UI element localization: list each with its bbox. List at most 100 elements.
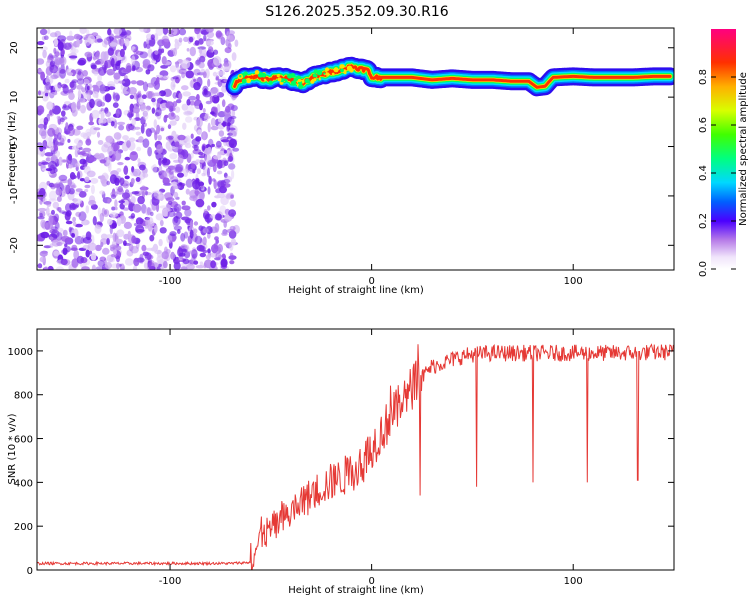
noise-blob: [106, 180, 110, 186]
noise-blob: [97, 140, 104, 145]
noise-blob: [223, 149, 227, 154]
noise-blob: [65, 220, 73, 225]
noise-blob: [45, 168, 53, 172]
figure-title: S126.2025.352.09.30.R16: [265, 4, 448, 20]
noise-blob: [207, 186, 211, 195]
noise-blob: [96, 38, 103, 43]
signal-speckle: [316, 70, 323, 76]
noise-blob: [202, 236, 207, 246]
noise-blob: [40, 71, 45, 81]
noise-blob: [117, 185, 124, 193]
noise-blob: [116, 217, 122, 227]
noise-blob: [144, 216, 150, 221]
noise-blob: [196, 94, 200, 101]
noise-blob: [51, 183, 61, 188]
noise-blob: [177, 172, 184, 178]
noise-blob: [181, 205, 191, 211]
noise-blob: [220, 258, 228, 268]
noise-blob: [95, 51, 100, 60]
noise-blob: [44, 83, 51, 93]
noise-blob: [203, 115, 211, 120]
signal-speckle: [318, 77, 321, 81]
noise-blob: [214, 213, 222, 221]
noise-blob: [109, 174, 117, 185]
noise-blob: [132, 265, 138, 270]
noise-blob: [181, 200, 186, 206]
signal-speckle: [243, 71, 248, 76]
noise-blob: [189, 219, 194, 229]
noise-blob: [181, 248, 188, 253]
noise-blob: [172, 47, 178, 57]
noise-blob: [217, 70, 226, 76]
noise-blob: [208, 175, 212, 185]
noise-blob: [72, 216, 76, 223]
snr-frame: [36, 328, 675, 571]
noise-blob: [123, 167, 128, 174]
noise-blob: [202, 71, 207, 79]
noise-blob: [152, 92, 162, 97]
noise-blob: [172, 84, 176, 88]
noise-blob: [77, 70, 82, 76]
noise-blob: [82, 78, 90, 86]
noise-blob: [62, 84, 69, 94]
noise-blob: [102, 209, 110, 217]
noise-blob: [149, 127, 155, 133]
noise-blob: [167, 135, 174, 140]
noise-blob: [163, 75, 170, 79]
noise-blob: [118, 124, 125, 131]
noise-blob: [90, 64, 97, 70]
noise-blob: [168, 200, 173, 205]
colorbar-tick-label: 0.2: [698, 213, 709, 229]
noise-blob: [198, 151, 204, 156]
noise-blob: [59, 68, 66, 79]
noise-blob: [231, 108, 236, 118]
noise-blob: [71, 101, 77, 111]
noise-blob: [211, 94, 220, 104]
noise-blob: [208, 46, 214, 53]
noise-blob: [164, 114, 169, 119]
noise-blob: [109, 244, 117, 249]
y-tick-label: 1000: [8, 347, 33, 358]
noise-blob: [107, 117, 111, 124]
noise-blob: [79, 158, 87, 165]
noise-blob: [144, 258, 149, 268]
noise-blob: [185, 178, 194, 188]
noise-blob: [110, 194, 117, 200]
noise-blob: [147, 262, 155, 270]
noise-blob: [188, 169, 194, 174]
noise-blob: [161, 38, 170, 46]
noise-blob: [109, 225, 113, 235]
noise-blob: [224, 175, 233, 183]
noise-blob: [123, 75, 128, 80]
noise-blob: [127, 110, 133, 114]
noise-blob: [67, 126, 75, 137]
noise-blob: [162, 260, 168, 269]
noise-blob: [39, 199, 43, 205]
noise-blob: [195, 265, 205, 269]
noise-blob: [147, 223, 153, 232]
noise-blob: [114, 151, 122, 161]
noise-blob: [99, 118, 107, 124]
noise-blob: [92, 84, 98, 89]
noise-blob: [217, 103, 221, 114]
noise-blob: [152, 166, 160, 173]
noise-blob: [89, 156, 97, 162]
noise-blob: [128, 215, 135, 219]
snr-x-axis-label: Height of straight line (km): [288, 585, 424, 596]
noise-blob: [94, 224, 102, 234]
noise-blob: [88, 250, 93, 255]
noise-blob: [142, 172, 149, 178]
noise-blob: [123, 221, 132, 229]
noise-blob: [128, 87, 137, 95]
noise-blob: [197, 46, 206, 50]
noise-blob: [49, 60, 56, 67]
noise-blob: [184, 142, 188, 148]
noise-blob: [130, 245, 139, 254]
noise-blob: [127, 230, 131, 240]
noise-blob: [71, 244, 78, 251]
colorbar-tick-label: 0.0: [698, 261, 709, 277]
noise-blob: [71, 145, 79, 150]
noise-blob: [198, 38, 204, 45]
noise-blob: [175, 163, 183, 173]
noise-blob: [68, 55, 78, 59]
